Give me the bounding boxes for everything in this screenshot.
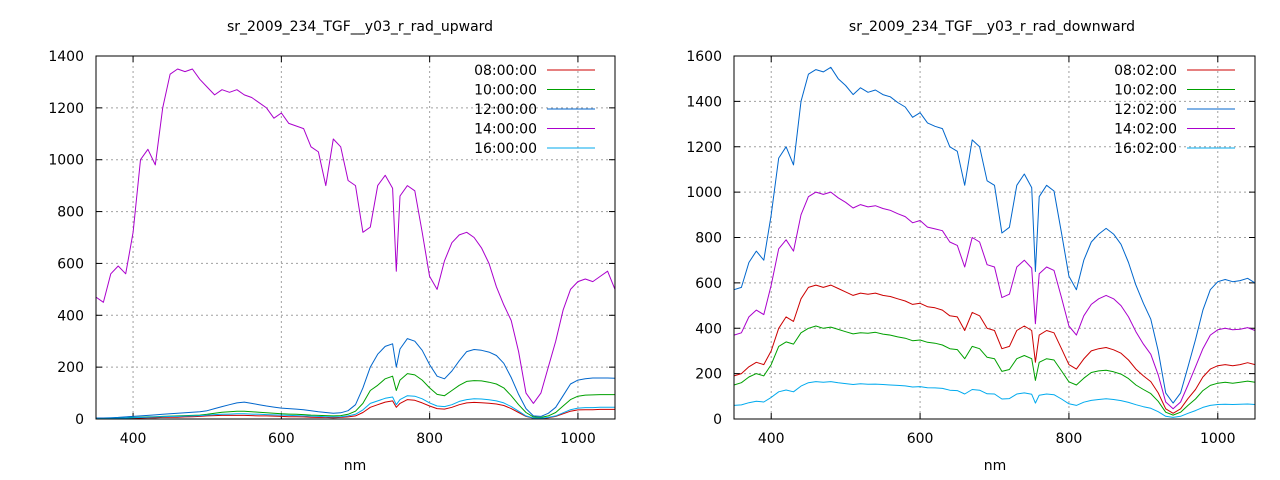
series-line-160200: [733, 381, 1256, 418]
plot-frame: [95, 55, 616, 420]
x-tick-label: 600: [907, 431, 934, 447]
series-line-100000: [96, 373, 615, 419]
series-lines: [733, 66, 1256, 418]
upward-radiance-chart: sr_2009_234_TGF__y03_r_rad_upward 400 600…: [48, 19, 616, 474]
y-tick-label: 1000: [686, 185, 722, 201]
x-tick-label: 1000: [1200, 431, 1236, 447]
legend-label: 08:00:00: [474, 63, 537, 79]
legend-label: 10:00:00: [474, 83, 537, 99]
series-line-120000: [96, 338, 616, 419]
series-line-140000: [95, 68, 616, 404]
legend-label: 10:02:00: [1114, 83, 1177, 99]
y-tick-label: 400: [57, 308, 84, 324]
chart-title: sr_2009_234_TGF__y03_r_rad_downward: [849, 19, 1135, 35]
x-tick-label: 800: [416, 431, 443, 447]
x-tick-label: 800: [1056, 431, 1083, 447]
y-tick-label: 200: [695, 367, 722, 383]
plot-frame: [733, 55, 1256, 420]
y-tick-label: 600: [57, 256, 84, 272]
y-tick-label: 800: [695, 231, 722, 247]
y-tick-label: 1400: [48, 49, 84, 65]
y-tick-label: 1000: [48, 153, 84, 169]
y-tick-label: 0: [75, 412, 84, 428]
grid-lines: [96, 56, 615, 419]
y-tick-label: 200: [57, 360, 84, 376]
x-axis-label: nm: [344, 458, 367, 474]
series-line-140200: [733, 191, 1256, 410]
series-line-120200: [733, 66, 1256, 404]
y-tick-label: 1400: [686, 94, 722, 110]
x-tick-label: 400: [758, 431, 785, 447]
downward-radiance-chart: sr_2009_234_TGF__y03_r_rad_downward 400 6…: [686, 19, 1256, 474]
legend: 08:02:00 10:02:00 12:02:00 14:02:00 16:02:00: [1114, 63, 1235, 157]
legend-label: 12:02:00: [1114, 102, 1177, 118]
legend-label: 08:02:00: [1114, 63, 1177, 79]
series-lines: [95, 68, 616, 420]
y-ticks: 0 200 400 600 800 1000 1200 1400 1600: [686, 49, 1255, 428]
y-tick-label: 1200: [48, 101, 84, 117]
x-axis-label: nm: [984, 458, 1007, 474]
legend-label: 14:02:00: [1114, 122, 1177, 138]
grid-lines: [734, 56, 1255, 419]
y-tick-label: 800: [57, 205, 84, 221]
legend-label: 12:00:00: [474, 102, 537, 118]
legend-label: 16:00:00: [474, 141, 537, 157]
legend-label: 16:02:00: [1114, 141, 1177, 157]
x-tick-label: 1000: [560, 431, 596, 447]
y-tick-label: 1600: [686, 49, 722, 65]
series-line-160000: [96, 395, 615, 419]
legend-label: 14:00:00: [474, 122, 537, 138]
chart-title: sr_2009_234_TGF__y03_r_rad_upward: [227, 19, 493, 35]
y-ticks: 0 200 400 600 800 1000 1200 1400: [48, 49, 615, 428]
y-tick-label: 600: [695, 276, 722, 292]
y-tick-label: 400: [695, 321, 722, 337]
x-ticks: 400 600 800 1000: [758, 56, 1236, 447]
x-tick-label: 400: [120, 431, 147, 447]
y-tick-label: 0: [713, 412, 722, 428]
series-line-100200: [733, 325, 1256, 416]
legend: 08:00:00 10:00:00 12:00:00 14:00:00 16:00:00: [474, 63, 595, 157]
series-line-080200: [733, 284, 1256, 414]
y-tick-label: 1200: [686, 140, 722, 156]
x-tick-label: 600: [268, 431, 295, 447]
